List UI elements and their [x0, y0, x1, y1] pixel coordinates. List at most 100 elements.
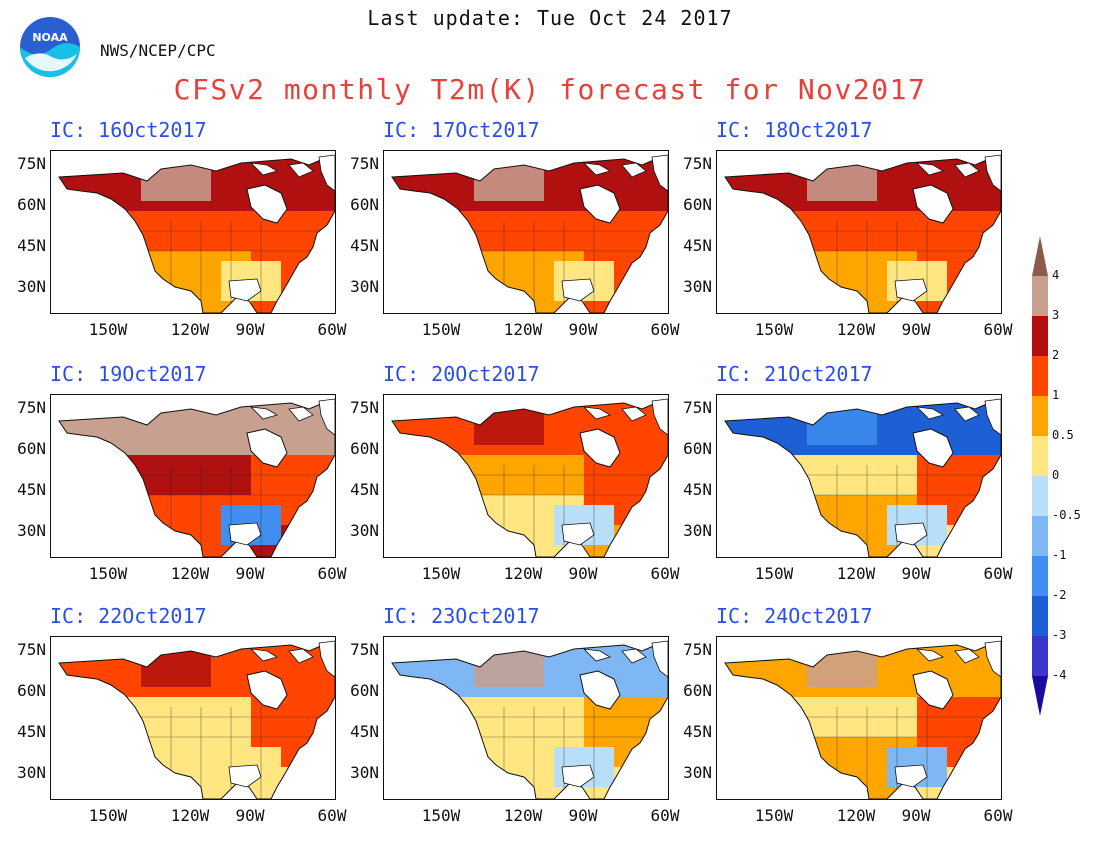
lat-tick-label: 30N — [683, 763, 712, 782]
lat-tick-label: 60N — [17, 681, 46, 700]
lat-tick-label: 45N — [350, 722, 379, 741]
lat-tick-label: 75N — [17, 640, 46, 659]
lat-tick-label: 45N — [17, 480, 46, 499]
lon-tick-label: 90W — [235, 564, 265, 583]
lat-tick-label: 30N — [350, 277, 379, 296]
lat-tick-label: 45N — [350, 480, 379, 499]
colorbar-tick-label: -3 — [1052, 628, 1067, 642]
colorbar-tick-label: 2 — [1052, 348, 1060, 362]
forecast-map — [50, 150, 336, 314]
lat-tick-label: 45N — [350, 236, 379, 255]
lat-tick-label: 75N — [350, 640, 379, 659]
panel-ic-label: IC: 22Oct2017 — [50, 604, 207, 628]
colorbar-segment — [1032, 476, 1048, 516]
forecast-map — [716, 636, 1002, 800]
lat-tick-label: 60N — [683, 681, 712, 700]
lon-tick-label: 90W — [901, 564, 931, 583]
lon-tick-label: 120W — [170, 806, 210, 825]
lon-tick-label: 150W — [421, 320, 461, 339]
lon-tick-label: 120W — [170, 564, 210, 583]
lon-tick-label: 120W — [503, 320, 543, 339]
colorbar-segment — [1032, 316, 1048, 356]
lon-tick-label: 150W — [88, 564, 128, 583]
lat-tick-label: 75N — [17, 398, 46, 417]
colorbar-segment — [1032, 636, 1048, 676]
lat-tick-label: 30N — [17, 521, 46, 540]
colorbar-tick-label: 3 — [1052, 308, 1060, 322]
panel-ic-label: IC: 18Oct2017 — [716, 118, 873, 142]
lat-tick-label: 75N — [683, 640, 712, 659]
lon-tick-label: 150W — [88, 320, 128, 339]
lat-tick-label: 45N — [683, 722, 712, 741]
lat-tick-label: 45N — [17, 722, 46, 741]
lat-tick-label: 45N — [683, 236, 712, 255]
colorbar-segment — [1032, 236, 1048, 276]
lon-tick-label: 150W — [754, 320, 794, 339]
lon-tick-label: 60W — [650, 564, 680, 583]
colorbar-segment — [1032, 596, 1048, 636]
colorbar-segment — [1032, 436, 1048, 476]
lon-tick-label: 150W — [88, 806, 128, 825]
lat-tick-label: 75N — [350, 154, 379, 173]
lon-tick-label: 60W — [650, 806, 680, 825]
lon-tick-label: 60W — [317, 564, 347, 583]
logo-text: NOAA — [32, 31, 68, 44]
lon-tick-label: 60W — [983, 320, 1013, 339]
forecast-map — [716, 150, 1002, 314]
colorbar — [1032, 236, 1048, 716]
forecast-map — [383, 636, 669, 800]
colorbar-segment — [1032, 676, 1048, 716]
lon-tick-label: 120W — [836, 806, 876, 825]
colorbar-tick-label: 4 — [1052, 268, 1060, 282]
colorbar-tick-label: -1 — [1052, 548, 1067, 562]
colorbar-tick-label: 0 — [1052, 468, 1060, 482]
lon-tick-label: 120W — [836, 320, 876, 339]
lon-tick-label: 90W — [235, 320, 265, 339]
lat-tick-label: 60N — [683, 195, 712, 214]
forecast-map — [383, 150, 669, 314]
lat-tick-label: 45N — [17, 236, 46, 255]
lat-tick-label: 30N — [350, 763, 379, 782]
lon-tick-label: 90W — [568, 564, 598, 583]
lon-tick-label: 90W — [901, 320, 931, 339]
forecast-map — [50, 394, 336, 558]
lon-tick-label: 150W — [421, 564, 461, 583]
lon-tick-label: 120W — [836, 564, 876, 583]
lat-tick-label: 60N — [17, 439, 46, 458]
forecast-map — [50, 636, 336, 800]
lon-tick-label: 120W — [503, 806, 543, 825]
lon-tick-label: 60W — [650, 320, 680, 339]
colorbar-tick-label: -4 — [1052, 668, 1067, 682]
panel-ic-label: IC: 19Oct2017 — [50, 362, 207, 386]
panel-ic-label: IC: 23Oct2017 — [383, 604, 540, 628]
page-title: CFSv2 monthly T2m(K) forecast for Nov201… — [173, 73, 927, 106]
lat-tick-label: 60N — [350, 195, 379, 214]
colorbar-tick-label: -2 — [1052, 588, 1067, 602]
colorbar-tick-label: 1 — [1052, 388, 1060, 402]
colorbar-segment — [1032, 356, 1048, 396]
lon-tick-label: 60W — [317, 806, 347, 825]
last-update-text: Last update: Tue Oct 24 2017 — [367, 6, 733, 30]
lat-tick-label: 30N — [683, 521, 712, 540]
lat-tick-label: 75N — [683, 398, 712, 417]
lat-tick-label: 75N — [683, 154, 712, 173]
lon-tick-label: 150W — [754, 806, 794, 825]
lat-tick-label: 60N — [350, 681, 379, 700]
lon-tick-label: 90W — [901, 806, 931, 825]
lon-tick-label: 150W — [754, 564, 794, 583]
lon-tick-label: 120W — [503, 564, 543, 583]
lat-tick-label: 60N — [17, 195, 46, 214]
colorbar-segment — [1032, 556, 1048, 596]
colorbar-tick-label: 0.5 — [1052, 428, 1074, 442]
colorbar-segment — [1032, 396, 1048, 436]
lon-tick-label: 90W — [568, 320, 598, 339]
lat-tick-label: 75N — [350, 398, 379, 417]
lon-tick-label: 60W — [317, 320, 347, 339]
lon-tick-label: 60W — [983, 806, 1013, 825]
org-text: NWS/NCEP/CPC — [100, 41, 216, 60]
lat-tick-label: 30N — [17, 277, 46, 296]
lon-tick-label: 90W — [235, 806, 265, 825]
panel-ic-label: IC: 16Oct2017 — [50, 118, 207, 142]
colorbar-segment — [1032, 276, 1048, 316]
lon-tick-label: 120W — [170, 320, 210, 339]
